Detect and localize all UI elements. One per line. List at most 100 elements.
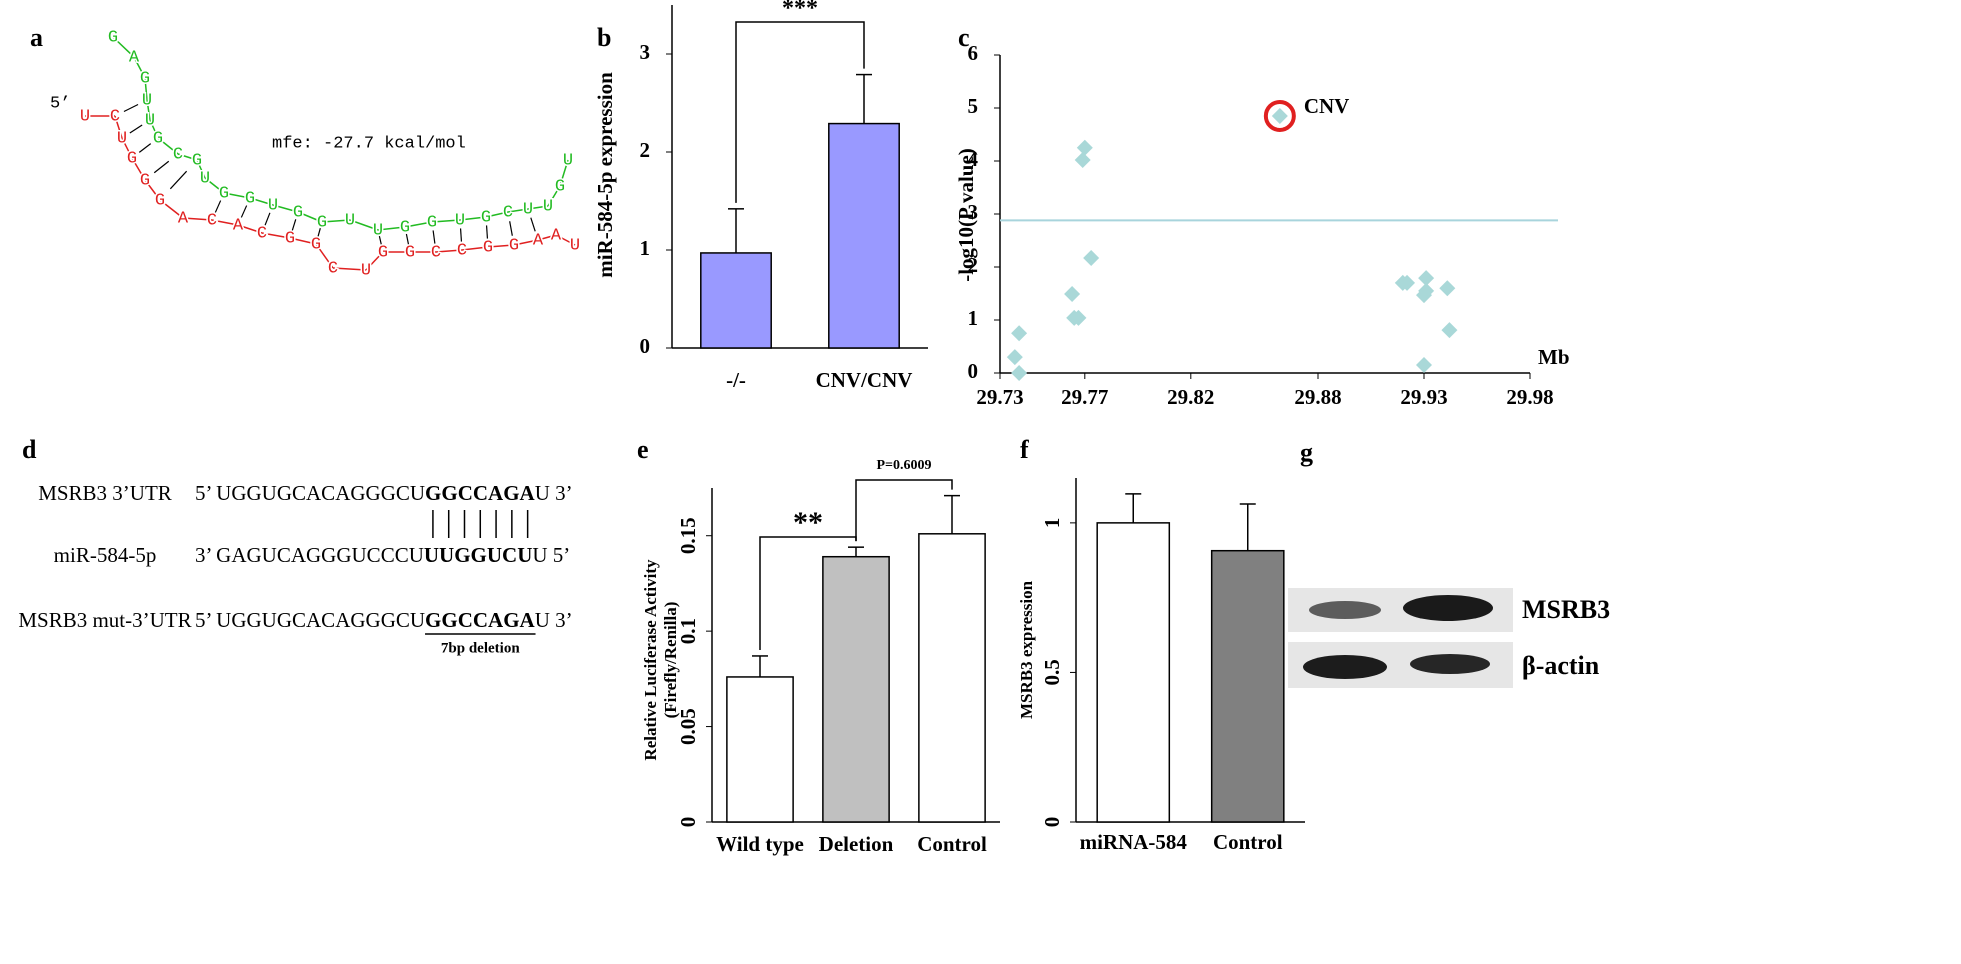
panel-label: f [1020, 435, 1029, 464]
backbone [131, 157, 146, 181]
nucleotide: G [285, 229, 295, 248]
blot-band [1410, 654, 1490, 674]
nucleotide: G [140, 171, 150, 190]
point [1083, 249, 1100, 266]
nucleotide: A [178, 209, 189, 228]
nucleotide: G [555, 177, 565, 196]
nucleotide: C [431, 243, 441, 262]
x-tick-label: Wild type [716, 832, 804, 856]
nucleotide: G [427, 213, 437, 232]
nucleotide: G [155, 191, 165, 210]
seed-part: UUGGUCU [424, 543, 533, 567]
significance-bracket [855, 479, 953, 542]
y-tick-label: 3 [640, 40, 651, 64]
nucleotide: U [563, 151, 573, 170]
y-tick-label: 2 [640, 138, 651, 162]
seed-part: GGCCAGA [425, 608, 536, 632]
y-tick-label: 0.15 [676, 517, 700, 554]
nucleotide: G [245, 189, 255, 208]
nucleotide: C [207, 211, 217, 230]
panel-label: d [22, 435, 37, 464]
backbone [297, 211, 323, 223]
backbone [527, 205, 549, 210]
nucleotide: C [457, 241, 467, 260]
bar [822, 555, 890, 823]
x-tick-label: Control [1213, 830, 1283, 854]
backbone [159, 199, 184, 219]
panel-label: e [637, 435, 649, 464]
nucleotide: U [80, 107, 90, 126]
backbone [459, 216, 487, 221]
five-prime-label: 5’ [50, 94, 70, 113]
y-tick-label: 1 [640, 236, 651, 260]
y-tick-label: 0.1 [676, 618, 700, 644]
nucleotide: U [455, 211, 465, 230]
band-label: MSRB3 [1522, 595, 1610, 624]
nucleotide: U [345, 211, 355, 230]
y-tick-label: 4 [968, 147, 979, 171]
point [1064, 286, 1081, 303]
sequence: 3’ GAGUCAGGGUCCCUUUGGUCUU 5’ [195, 543, 570, 567]
backbone [177, 153, 198, 161]
bar [726, 676, 794, 823]
backbone [133, 56, 146, 79]
blot-band [1303, 655, 1387, 679]
nucleotide: A [233, 216, 244, 235]
base-pair [459, 228, 463, 242]
x-tick-label: miRNA-584 [1080, 830, 1188, 854]
nucleotide: G [509, 236, 519, 255]
backbone [513, 239, 539, 246]
point [1418, 270, 1435, 287]
sequence-part: 5’ UGGUGCACAGGGCU [195, 481, 425, 505]
nucleotide: U [200, 169, 210, 188]
backbone [349, 219, 379, 231]
nucleotide: U [142, 91, 152, 110]
backbone [149, 119, 159, 139]
base-pair [485, 225, 489, 239]
backbone [404, 221, 433, 228]
backbone [461, 246, 489, 251]
blot-band [1309, 601, 1381, 619]
backbone [559, 159, 569, 187]
x-tick-label: Control [917, 832, 987, 856]
sequence-part: U 3’ [535, 608, 573, 632]
nucleotide: C [328, 259, 338, 278]
point [1011, 365, 1028, 381]
nucleotide: G [483, 238, 493, 257]
panel-label: c [958, 23, 970, 52]
point [1006, 349, 1023, 366]
base-pair [378, 236, 383, 246]
base-pair [509, 221, 513, 236]
y-tick-label: 0.05 [676, 708, 700, 745]
sequence-part: 3’ GAGUCAGGGUCCCU [195, 543, 424, 567]
backbone [249, 197, 274, 206]
y-tick-label: 0 [968, 359, 979, 383]
bar [918, 533, 986, 823]
significance-label: P=0.6009 [876, 458, 931, 473]
highlight-ring [1263, 99, 1296, 132]
band-label: β-actin [1522, 651, 1600, 680]
x-tick-label: 29.73 [976, 385, 1023, 409]
backbone [121, 137, 133, 159]
nucleotide: G [153, 129, 163, 148]
backbone [261, 232, 291, 239]
bar [828, 122, 900, 349]
row-name: miR-584-5p [54, 543, 157, 567]
point [1399, 274, 1416, 291]
y-tick-label: 5 [968, 94, 979, 118]
row-name: MSRB3 3’UTR [38, 481, 172, 505]
bar [700, 252, 772, 349]
bar [1096, 522, 1171, 823]
backbone [272, 204, 299, 213]
nucleotide: G [405, 243, 415, 262]
point-annotation: CNV [1304, 94, 1350, 118]
backbone [555, 234, 576, 246]
backbone [507, 208, 529, 213]
bar [1210, 549, 1285, 823]
nucleotide: G [140, 69, 150, 88]
y-tick-label: 6 [968, 41, 979, 65]
nucleotide: U [145, 111, 155, 130]
nucleotide: G [311, 235, 321, 254]
sequence-part: U 3’ [535, 481, 573, 505]
